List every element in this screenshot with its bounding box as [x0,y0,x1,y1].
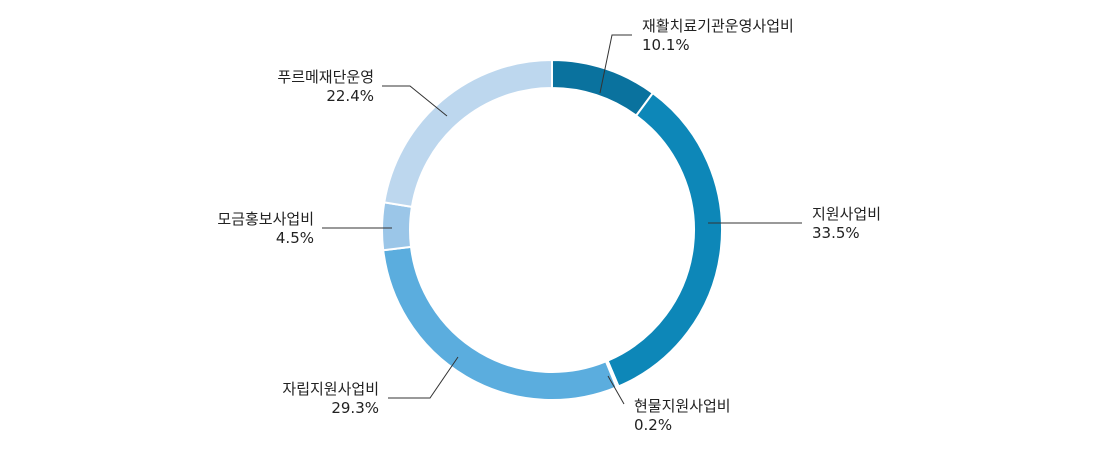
slice-value-label: 4.5% [276,229,314,247]
leader-line [382,85,448,117]
slice-label: 현물지원사업비 [634,397,731,415]
slice-value-label: 0.2% [634,416,672,434]
donut-slices [381,58,723,401]
donut-slice [383,58,553,209]
slice-label: 지원사업비 [812,205,881,223]
slice-label: 재활치료기관운영사업비 [642,17,794,35]
slice-label: 모금홍보사업비 [217,210,314,228]
donut-slice [606,91,723,388]
leader-line [388,356,459,399]
leader-line [599,34,632,94]
slice-label: 푸르메재단운영 [277,68,374,86]
slice-label: 자립지원사업비 [282,380,379,398]
slice-value-label: 33.5% [812,224,860,242]
slice-value-label: 29.3% [331,399,379,417]
donut-slice [382,245,618,401]
slice-value-label: 22.4% [326,87,374,105]
leader-line [607,375,625,405]
slice-value-label: 10.1% [642,36,690,54]
donut-slice [551,58,655,118]
donut-slice [381,201,414,252]
